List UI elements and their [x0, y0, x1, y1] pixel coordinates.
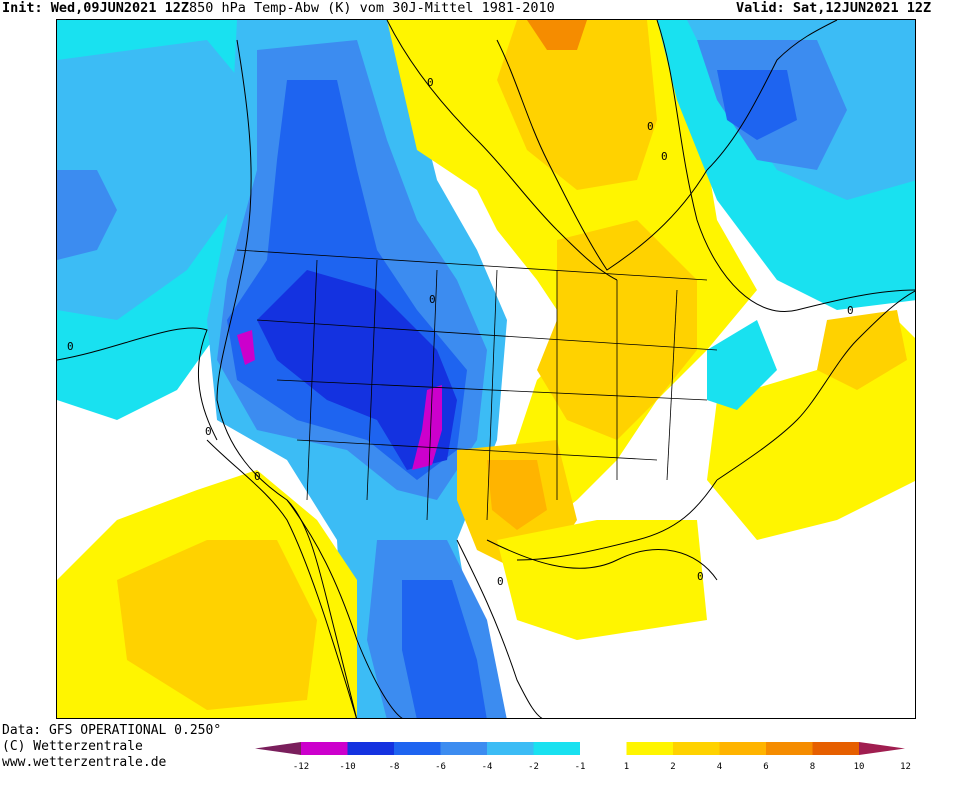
init-time: Init: Wed,09JUN2021 12Z	[2, 0, 189, 16]
contour-label: 0	[254, 470, 261, 483]
legend-swatch	[394, 742, 441, 755]
legend-bar: -12 -10 -8 -6 -4 -2 -1 1 2 4 6 8 10 12	[255, 742, 911, 772]
cold-anomaly-east-canada-strong	[717, 70, 797, 140]
legend-tick-label: -1	[575, 762, 586, 772]
legend-tick-label: 1	[624, 762, 629, 772]
legend-swatch	[812, 742, 859, 755]
zero-contours	[57, 20, 915, 718]
cold-anomaly-mexico-core	[402, 580, 487, 718]
state-borders	[236, 249, 718, 521]
cold-anomaly-magenta-2	[412, 385, 442, 470]
coastlines	[216, 20, 915, 718]
legend-tick-label: -4	[482, 762, 493, 772]
legend-swatch	[440, 742, 487, 755]
contour-label: 0	[67, 340, 74, 353]
valid-label: Valid:	[736, 0, 785, 16]
color-legend: -12 -10 -8 -6 -4 -2 -1 1 2 4 6 8 10 12	[255, 740, 945, 784]
contour-label: 0	[661, 150, 668, 163]
valid-time: Valid: Sat,12JUN2021 12Z	[736, 0, 931, 16]
legend-swatch	[533, 742, 580, 755]
legend-arrow-high	[859, 742, 905, 755]
contour-label: 0	[429, 293, 436, 306]
credits-website[interactable]: www.wetterzentrale.de	[2, 755, 167, 770]
cold-anomaly-magenta-1	[237, 330, 255, 365]
product-title: 850 hPa Temp-Abw (K) vom 30J-Mittel 1981…	[189, 0, 555, 16]
valid-value: Sat,12JUN2021 12Z	[792, 0, 932, 16]
contour-labels: 0 0 0 0 0 0 0 0 0 0	[67, 76, 854, 588]
contour-label: 0	[647, 120, 654, 133]
warm-anomaly-peak	[527, 20, 587, 50]
contour-label: 0	[847, 304, 854, 317]
legend-swatch	[626, 742, 673, 755]
legend-tick-label: -6	[435, 762, 446, 772]
legend-tick-label: 6	[763, 762, 768, 772]
legend-tick-label: 10	[854, 762, 865, 772]
warm-anomaly-plains-core	[487, 460, 547, 530]
legend-tick-label: 2	[670, 762, 675, 772]
temperature-anomaly-map: 0 0 0 0 0 0 0 0 0 0	[56, 19, 916, 719]
warm-anomaly-atlantic-core	[817, 310, 907, 390]
legend-tick-label: 8	[810, 762, 815, 772]
warm-anomaly-baja-core	[117, 540, 317, 710]
legend-tick-label: -12	[293, 762, 309, 772]
credits: Data: GFS OPERATIONAL 0.250° (C) Wetterz…	[2, 723, 221, 771]
cold-anomaly-west-core	[257, 270, 457, 470]
legend-swatch	[347, 742, 394, 755]
warm-anomaly-canada-core	[497, 20, 657, 190]
contour-label: 0	[697, 570, 704, 583]
legend-swatch	[301, 742, 348, 755]
contour-label: 0	[205, 425, 212, 438]
contour-label: 0	[497, 575, 504, 588]
warm-anomaly-gulf	[497, 520, 707, 640]
legend-swatch	[766, 742, 813, 755]
credits-data-source: Data: GFS OPERATIONAL 0.250°	[2, 723, 222, 738]
cool-anomaly-pacific-core	[57, 170, 117, 260]
legend-arrow-low	[255, 742, 301, 755]
legend-swatch	[673, 742, 720, 755]
init-label: Init:	[2, 0, 43, 16]
cool-anomaly-pacific-inner	[57, 40, 257, 320]
legend-swatch	[487, 742, 534, 755]
cool-anomaly-northeast	[707, 320, 777, 410]
legend-tick-label: -8	[389, 762, 400, 772]
legend-tick-label: 4	[717, 762, 722, 772]
init-value: Wed,09JUN2021 12Z	[50, 0, 189, 16]
legend-swatch	[580, 742, 627, 755]
legend-tick-label: 12	[900, 762, 911, 772]
contour-label: 0	[427, 76, 434, 89]
legend-tick-label: -2	[528, 762, 539, 772]
legend-tick-label: -10	[339, 762, 355, 772]
legend-swatch	[719, 742, 766, 755]
credits-copyright: (C) Wetterzentrale	[2, 739, 143, 754]
